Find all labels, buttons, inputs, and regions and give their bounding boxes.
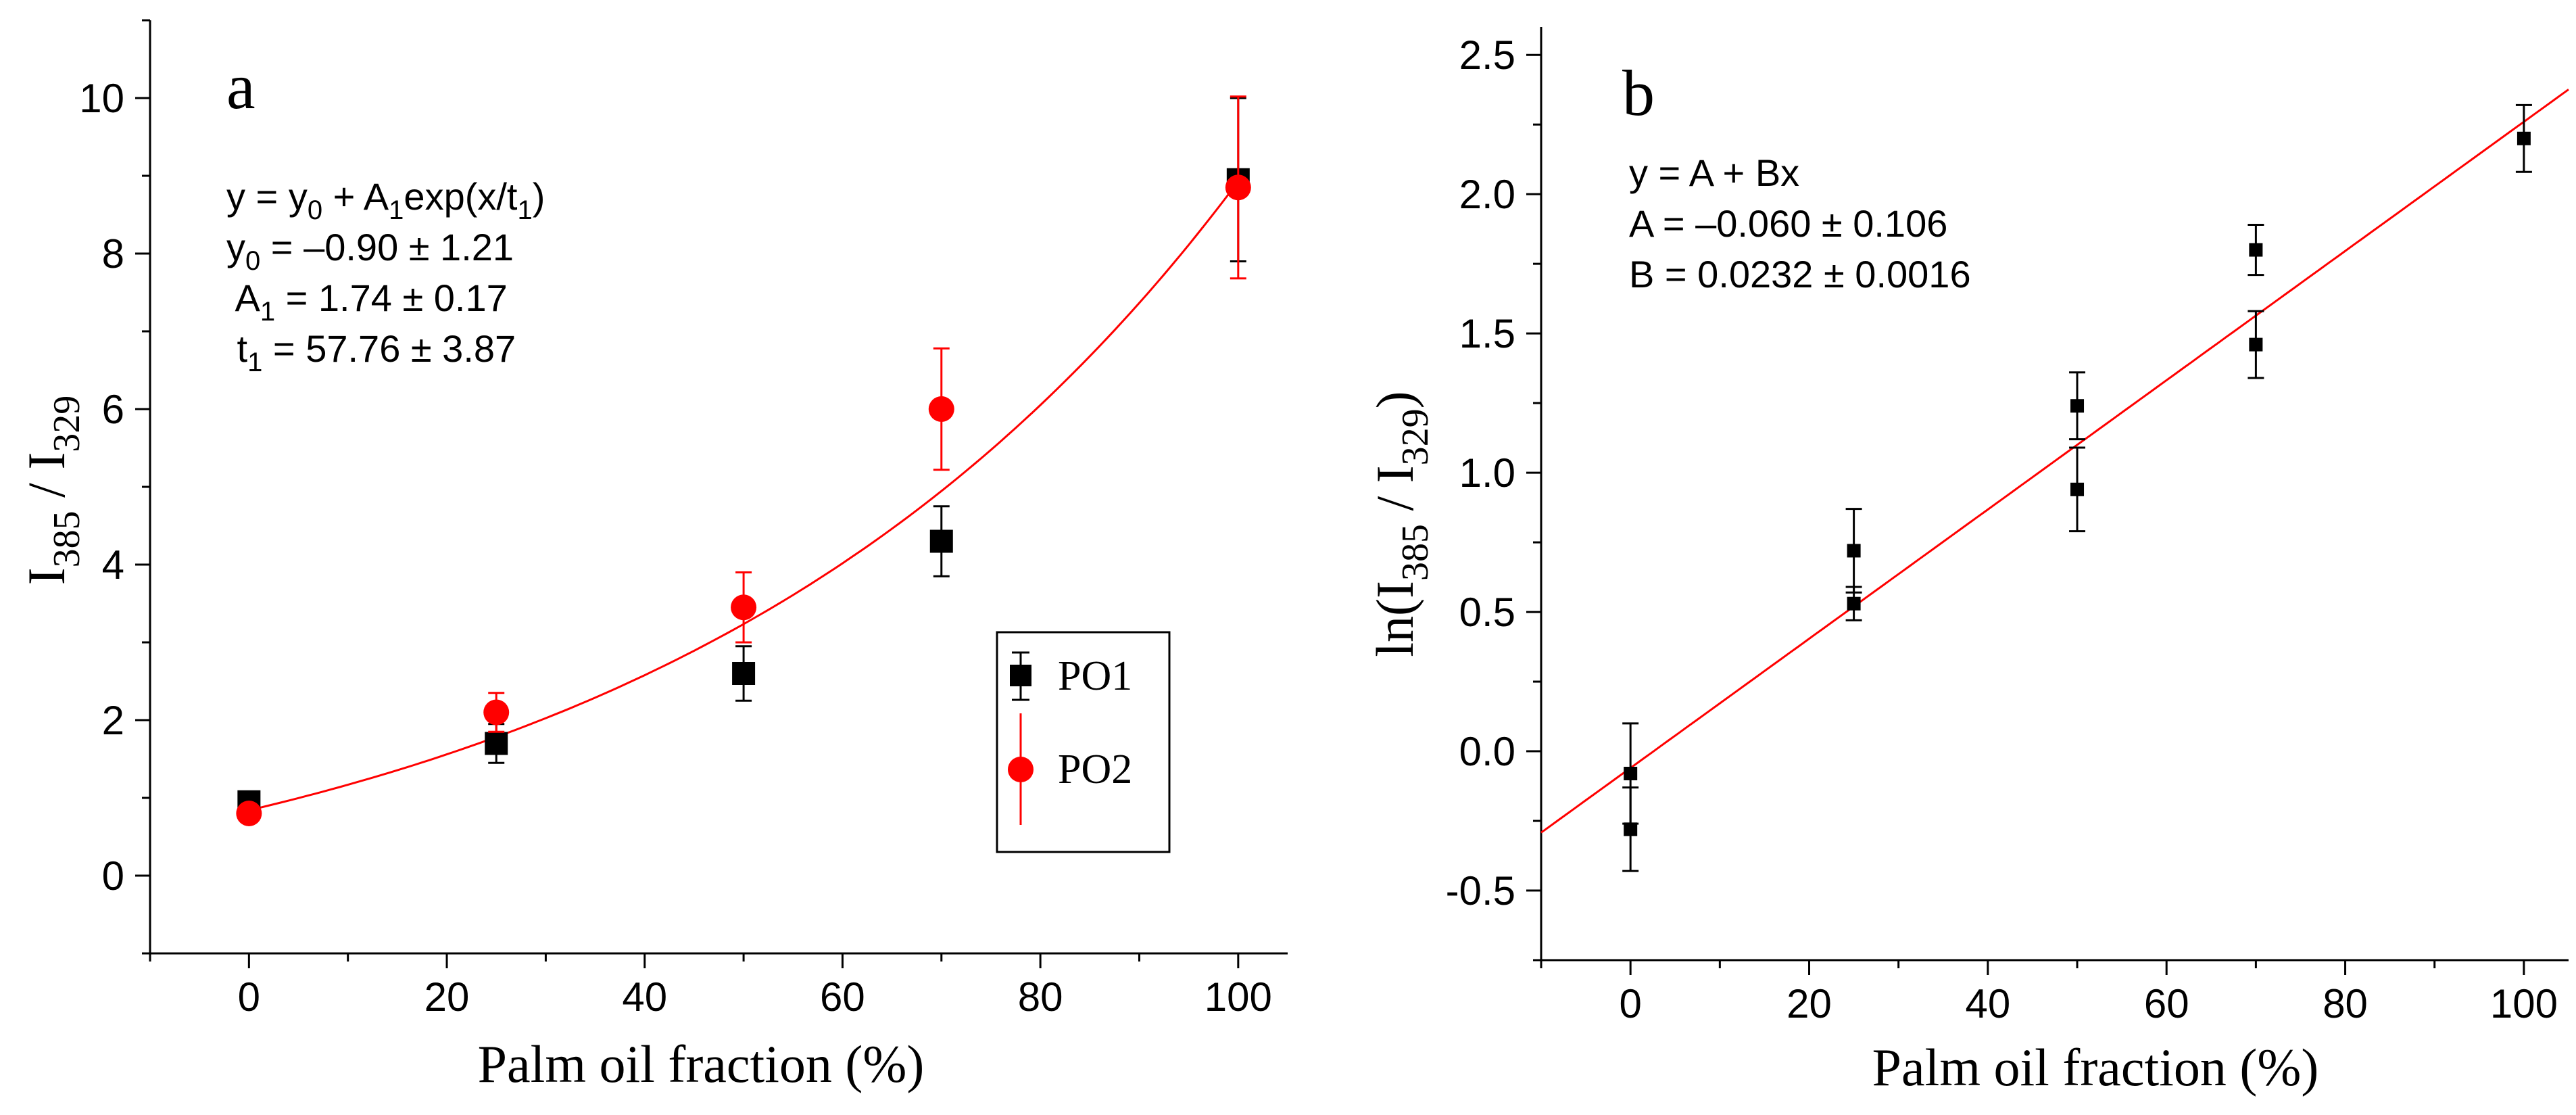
panel-b-chart: -0.5 0.0 0.5 1.0 1.5 2.0 2.5 0 20 40 60 80 100 b y … (1365, 27, 2569, 1097)
y-tick-label: 0 (102, 853, 124, 899)
x-tick-label: 80 (1018, 974, 1063, 1020)
panel-b-equation-line-3: B = 0.0232 ± 0.0016 (1629, 253, 1971, 295)
panel-a-legend: PO1 PO2 (996, 631, 1171, 853)
x-tick-label: 20 (424, 974, 470, 1020)
x-tick-label: 80 (2323, 981, 2368, 1026)
data-point-ln-ratio (2517, 131, 2531, 145)
y-tick-label: 1.0 (1459, 450, 1515, 496)
panel-b-equation-line-2: A = –0.060 ± 0.106 (1629, 202, 1947, 245)
panel-a-y-ticks: 0 2 4 6 8 10 (79, 19, 150, 955)
panel-b-equation: y = A + Bx A = –0.060 ± 0.106 B = 0.0232… (1629, 151, 1971, 295)
data-point-po2 (731, 594, 757, 621)
x-tick-label: 100 (1205, 974, 1272, 1020)
panel-b-axes (1540, 27, 2569, 962)
panel-b-equation-line-1: y = A + Bx (1629, 151, 1799, 194)
data-point-ln-ratio (2070, 399, 2085, 413)
panel-b-x-ticks: 0 20 40 60 80 100 (1540, 960, 2558, 1026)
x-tick-label: 60 (820, 974, 865, 1020)
data-point-ln-ratio (1847, 544, 1861, 558)
x-tick-label: 40 (622, 974, 667, 1020)
y-tick-label: 2 (102, 698, 124, 743)
panel-a-y-axis-title: I385 / I329 (17, 396, 88, 586)
panel-b-data-points (1622, 103, 2532, 872)
y-tick-label: -0.5 (1446, 868, 1515, 914)
data-point-po2 (483, 699, 510, 726)
data-point-ln-ratio (1624, 767, 1638, 780)
legend-po1-marker (1010, 665, 1031, 686)
panel-a-equation-line-1: y = y0 + A1exp(x/t1) (226, 175, 545, 225)
x-tick-label: 0 (238, 974, 260, 1020)
data-point-ln-ratio (2249, 337, 2263, 352)
x-tick-label: 100 (2490, 981, 2558, 1026)
x-tick-label: 40 (1965, 981, 2010, 1026)
data-point-po1 (929, 529, 953, 553)
panel-a-x-ticks: 0 20 40 60 80 100 (149, 953, 1272, 1020)
y-tick-label: 10 (79, 76, 124, 121)
y-tick-label: 1.5 (1459, 311, 1515, 356)
y-tick-label: 0.5 (1459, 590, 1515, 635)
panel-a-data-points (236, 95, 1251, 826)
y-tick-label: 0.0 (1459, 729, 1515, 774)
panel-a-equation-line-3: A1 = 1.74 ± 0.17 (226, 277, 508, 327)
x-tick-label: 20 (1787, 981, 1832, 1026)
data-point-po2 (1225, 174, 1251, 201)
data-point-ln-ratio (2070, 482, 2085, 496)
y-tick-label: 2.0 (1459, 172, 1515, 217)
data-point-ln-ratio (1847, 596, 1861, 611)
panel-a-equation: y = y0 + A1exp(x/t1) y0 = –0.90 ± 1.21 A… (226, 175, 545, 377)
data-point-ln-ratio (2249, 243, 2263, 257)
panel-a-letter: a (226, 50, 256, 122)
data-point-po2 (236, 801, 262, 826)
y-tick-label: 4 (102, 542, 124, 588)
panel-a-x-axis-title: Palm oil fraction (%) (478, 1035, 925, 1093)
data-point-po1 (732, 662, 756, 685)
panel-b-letter: b (1622, 57, 1655, 129)
panel-a-chart: 0 2 4 6 8 10 0 20 40 60 80 100 a y = y0 + A1exp(x/… (17, 19, 1288, 1093)
x-tick-label: 0 (1619, 981, 1641, 1026)
panel-b-y-ticks: -0.5 0.0 0.5 1.0 1.5 2.0 2.5 (1446, 32, 1541, 962)
panel-b-y-axis-title: ln(I385 / I329) (1365, 391, 1436, 657)
panel-b-fit-line (1540, 89, 2569, 834)
panel-a-equation-line-4: t1 = 57.76 ± 3.87 (226, 327, 516, 377)
x-tick-label: 60 (2144, 981, 2189, 1026)
legend-po2-label: PO2 (1058, 746, 1132, 792)
y-tick-label: 2.5 (1459, 32, 1515, 78)
data-point-po1 (485, 732, 508, 755)
y-tick-label: 6 (102, 387, 124, 432)
panel-a-equation-line-2: y0 = –0.90 ± 1.21 (226, 226, 514, 276)
fit-line (1540, 89, 2569, 834)
data-point-ln-ratio (1624, 822, 1638, 836)
legend-po1-label: PO1 (1058, 653, 1132, 699)
data-point-po2 (928, 396, 954, 422)
panel-b-x-axis-title: Palm oil fraction (%) (1872, 1038, 2319, 1097)
y-tick-label: 8 (102, 231, 124, 277)
legend-po2-marker (1008, 757, 1034, 782)
